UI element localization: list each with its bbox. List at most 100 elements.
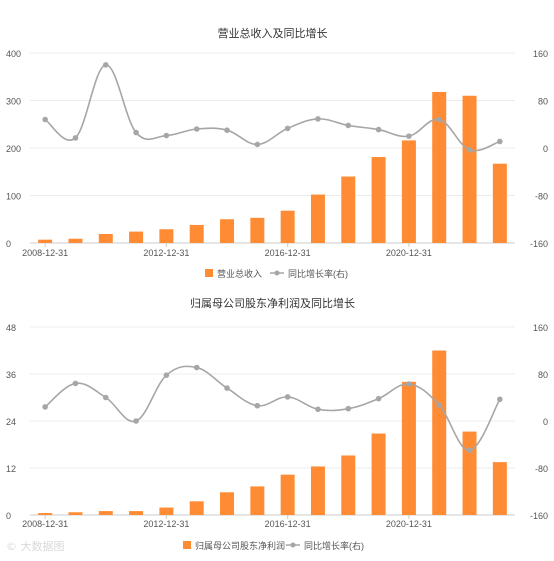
x-tick-label: 2008-12-31	[22, 248, 68, 258]
growth-rate-point	[284, 125, 291, 132]
legend-line-label: 同比增长率(右)	[288, 268, 348, 279]
bar-net-profit	[310, 466, 325, 515]
growth-rate-point	[284, 394, 291, 400]
bar-net-profit	[220, 492, 235, 515]
y-right-tick-label: 0	[543, 144, 548, 154]
growth-rate-point	[163, 132, 170, 139]
growth-rate-point	[375, 126, 382, 133]
chart-title: 营业总收入及同比增长	[218, 26, 328, 40]
bar-revenue	[38, 239, 53, 243]
bar-net-profit	[98, 511, 113, 515]
legend-bar-swatch	[183, 541, 191, 549]
y-left-tick-label: 0	[6, 511, 11, 521]
growth-rate-point	[375, 395, 382, 402]
legend-line-marker	[274, 270, 280, 276]
bar-revenue	[189, 224, 204, 243]
growth-rate-line	[44, 64, 501, 152]
bar-revenue	[341, 176, 356, 243]
growth-rate-point	[436, 402, 443, 408]
bar-revenue	[250, 217, 265, 243]
y-right-tick-label: 160	[533, 323, 548, 333]
watermark: © 大数据图	[6, 540, 65, 553]
bar-net-profit	[280, 474, 295, 515]
bar-revenue	[98, 233, 113, 243]
legend-bar-label: 归属母公司股东净利润	[195, 540, 285, 551]
y-left-tick-label: 300	[6, 97, 21, 107]
bar-revenue	[220, 219, 235, 243]
bar-revenue	[492, 163, 507, 243]
y-left-tick-label: 0	[6, 239, 11, 249]
y-left-tick-label: 400	[6, 49, 21, 59]
bar-net-profit	[159, 507, 174, 515]
bar-revenue	[310, 194, 325, 243]
y-left-tick-label: 200	[6, 144, 21, 154]
growth-rate-point	[102, 62, 109, 68]
bar-revenue	[432, 91, 447, 243]
bar-net-profit	[68, 512, 83, 515]
growth-rate-point	[42, 116, 48, 123]
x-tick-label: 2016-12-31	[265, 519, 311, 529]
legend-line-label: 同比增长率(右)	[304, 540, 364, 551]
growth-rate-point	[133, 418, 139, 424]
growth-rate-point	[193, 126, 200, 132]
bar-net-profit	[129, 511, 144, 515]
bar-net-profit	[401, 381, 416, 515]
bar-net-profit	[341, 455, 356, 515]
x-tick-label: 2008-12-31	[22, 519, 68, 529]
growth-rate-point	[466, 447, 473, 454]
growth-rate-point	[406, 381, 412, 387]
y-left-tick-label: 100	[6, 192, 21, 202]
bar-net-profit	[371, 433, 386, 515]
growth-rate-point	[406, 133, 412, 139]
y-right-tick-label: 80	[538, 97, 548, 107]
growth-rate-point	[497, 138, 503, 145]
growth-rate-point	[193, 364, 200, 371]
x-tick-label: 2012-12-31	[143, 248, 189, 258]
growth-rate-point	[42, 404, 48, 410]
growth-rate-point	[133, 129, 139, 136]
growth-rate-point	[72, 135, 79, 141]
y-right-tick-label: -80	[535, 192, 548, 202]
bar-revenue	[68, 238, 83, 243]
growth-rate-point	[254, 141, 261, 148]
y-left-tick-label: 36	[6, 370, 16, 380]
legend-line-marker	[290, 542, 296, 548]
bar-revenue	[159, 229, 174, 243]
growth-rate-point	[163, 372, 170, 378]
growth-rate-point	[224, 127, 230, 133]
legend-bar-label: 营业总收入	[217, 268, 262, 279]
growth-rate-point	[254, 402, 261, 409]
y-right-tick-label: -80	[535, 464, 548, 474]
growth-rate-point	[345, 122, 352, 129]
y-right-tick-label: 160	[533, 49, 548, 59]
y-right-tick-label: -160	[530, 511, 548, 521]
growth-rate-point	[466, 146, 473, 153]
growth-rate-point	[102, 394, 109, 401]
y-right-tick-label: 80	[538, 370, 548, 380]
legend-bar-swatch	[205, 269, 213, 277]
y-left-tick-label: 48	[6, 323, 16, 333]
bar-revenue	[401, 140, 416, 243]
growth-rate-point	[345, 405, 352, 412]
y-left-tick-label: 12	[6, 464, 16, 474]
y-right-tick-label: -160	[530, 239, 548, 249]
growth-rate-point	[315, 406, 321, 413]
growth-rate-line	[44, 365, 501, 452]
bar-net-profit	[432, 350, 447, 515]
bar-revenue	[280, 210, 295, 243]
y-right-tick-label: 0	[543, 417, 548, 427]
x-tick-label: 2012-12-31	[143, 519, 189, 529]
growth-rate-point	[497, 396, 503, 403]
growth-rate-point	[72, 380, 79, 387]
x-tick-label: 2020-12-31	[386, 519, 432, 529]
bar-net-profit	[38, 513, 53, 515]
x-tick-label: 2020-12-31	[386, 248, 432, 258]
bar-net-profit	[189, 501, 204, 515]
growth-rate-point	[224, 385, 230, 391]
bar-net-profit	[462, 431, 477, 515]
growth-rate-point	[436, 116, 443, 123]
bar-net-profit	[492, 462, 507, 515]
chart-title: 归属母公司股东净利润及同比增长	[190, 296, 355, 310]
y-left-tick-label: 24	[6, 417, 16, 427]
